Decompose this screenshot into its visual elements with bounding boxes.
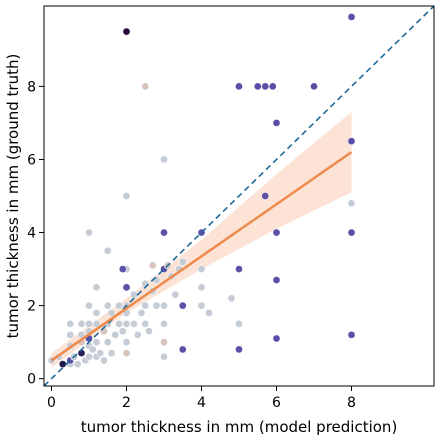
data-point bbox=[160, 320, 168, 328]
y-tick-label: 4 bbox=[27, 226, 36, 242]
data-point bbox=[111, 330, 120, 339]
data-point bbox=[235, 320, 243, 328]
data-point bbox=[66, 320, 75, 328]
data-point bbox=[268, 82, 277, 91]
y-axis-ticks: 0 2 4 6 8 bbox=[27, 79, 44, 388]
x-tick-label: 0 bbox=[47, 395, 56, 411]
data-point bbox=[92, 283, 101, 292]
data-point bbox=[178, 345, 187, 354]
data-point bbox=[85, 352, 93, 361]
data-point bbox=[107, 349, 116, 357]
data-point bbox=[88, 345, 97, 354]
data-point bbox=[85, 301, 93, 310]
data-point bbox=[347, 137, 356, 146]
data-point bbox=[77, 349, 86, 357]
data-point bbox=[118, 327, 127, 336]
data-point bbox=[92, 320, 101, 328]
x-tick-label: 6 bbox=[272, 395, 281, 411]
data-point bbox=[77, 320, 86, 328]
data-point bbox=[272, 119, 281, 127]
data-point bbox=[58, 360, 67, 368]
data-point bbox=[122, 283, 131, 292]
data-point bbox=[261, 192, 270, 200]
data-point bbox=[100, 327, 108, 336]
data-point bbox=[235, 265, 243, 273]
data-point bbox=[73, 360, 82, 368]
data-point bbox=[122, 320, 131, 328]
data-point bbox=[227, 294, 236, 303]
x-tick-label: 8 bbox=[347, 395, 356, 411]
y-axis-label: tumor thickness in mm (ground truth) bbox=[4, 54, 22, 339]
data-point bbox=[160, 155, 168, 164]
data-point bbox=[66, 330, 75, 339]
points-layer bbox=[47, 13, 356, 368]
data-point bbox=[235, 345, 243, 354]
data-point bbox=[96, 349, 105, 357]
data-point bbox=[122, 349, 131, 357]
y-tick-label: 2 bbox=[27, 299, 36, 315]
y-tick-label: 8 bbox=[27, 79, 36, 95]
data-point bbox=[178, 257, 187, 266]
x-axis-ticks: 0 2 4 6 8 bbox=[47, 386, 356, 411]
data-point bbox=[85, 228, 93, 237]
data-point bbox=[310, 82, 318, 91]
data-point bbox=[347, 199, 356, 208]
data-point bbox=[347, 228, 356, 237]
data-point bbox=[160, 338, 168, 347]
data-point bbox=[197, 301, 206, 310]
data-point bbox=[197, 265, 206, 273]
identity-line bbox=[43, 5, 435, 387]
data-point bbox=[130, 290, 138, 299]
data-point bbox=[160, 352, 168, 361]
data-point bbox=[130, 320, 138, 328]
data-point bbox=[103, 301, 112, 310]
data-point bbox=[178, 301, 187, 310]
data-point bbox=[160, 228, 168, 237]
data-point bbox=[137, 309, 146, 317]
data-point bbox=[141, 82, 150, 91]
data-point bbox=[115, 320, 123, 328]
data-point bbox=[122, 192, 131, 200]
plot-frame bbox=[43, 5, 435, 387]
data-point bbox=[122, 27, 131, 36]
data-point bbox=[272, 276, 281, 284]
lines-layer bbox=[43, 5, 435, 387]
data-point bbox=[118, 265, 127, 273]
data-point bbox=[272, 228, 281, 237]
x-axis-label: tumor thickness in mm (model prediction) bbox=[81, 418, 398, 436]
data-point bbox=[103, 338, 112, 347]
data-point bbox=[92, 309, 101, 317]
data-point bbox=[152, 301, 161, 310]
data-point bbox=[100, 356, 108, 365]
data-point bbox=[141, 301, 150, 310]
data-point bbox=[85, 320, 93, 328]
data-point bbox=[107, 309, 116, 317]
data-point bbox=[103, 246, 112, 255]
data-point bbox=[148, 261, 157, 270]
y-tick-label: 6 bbox=[27, 152, 36, 168]
x-tick-label: 4 bbox=[197, 395, 206, 411]
data-point bbox=[205, 309, 213, 317]
data-point bbox=[160, 301, 168, 310]
data-point bbox=[141, 320, 150, 328]
data-point bbox=[347, 13, 356, 21]
x-tick-label: 2 bbox=[122, 395, 131, 411]
data-point bbox=[145, 327, 153, 336]
data-point bbox=[197, 283, 206, 292]
data-point bbox=[253, 82, 262, 91]
data-point bbox=[122, 338, 131, 347]
data-point bbox=[261, 82, 270, 91]
data-point bbox=[115, 301, 123, 310]
data-point bbox=[347, 330, 356, 339]
data-point bbox=[141, 279, 150, 288]
data-point bbox=[235, 82, 243, 91]
data-point bbox=[152, 276, 161, 284]
y-tick-label: 0 bbox=[27, 372, 36, 388]
data-point bbox=[171, 290, 180, 299]
data-point bbox=[272, 334, 281, 343]
data-point bbox=[133, 330, 142, 339]
regression-line bbox=[50, 151, 353, 362]
data-point bbox=[92, 338, 101, 347]
